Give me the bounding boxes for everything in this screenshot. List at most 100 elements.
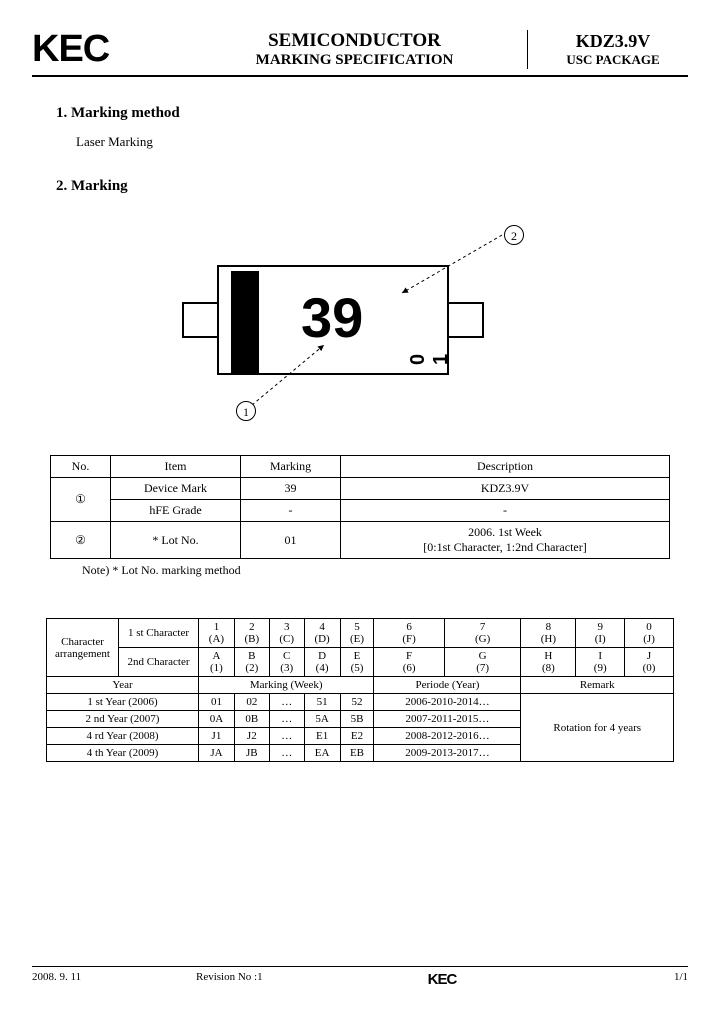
table-note: Note) * Lot No. marking method xyxy=(82,563,688,578)
component-lead-right xyxy=(448,302,484,338)
c: 3 (C) xyxy=(269,619,304,648)
package-name: USC PACKAGE xyxy=(538,52,688,68)
cell-item: * Lot No. xyxy=(111,522,241,559)
cell-item: hFE Grade xyxy=(111,500,241,522)
footer: 2008. 9. 11 Revision No :1 KEC 1/1 xyxy=(32,966,688,988)
col-item: Item xyxy=(111,456,241,478)
c: 8 (H) xyxy=(521,619,576,648)
footer-date: 2008. 9. 11 xyxy=(32,971,196,988)
m: 02 xyxy=(234,694,269,711)
footer-revision: Revision No :1 xyxy=(196,971,360,988)
c: 9 (I) xyxy=(576,619,625,648)
c: A (1) xyxy=(199,648,235,677)
footer-page: 1/1 xyxy=(524,971,688,988)
m: 5B xyxy=(340,711,374,728)
m: 5A xyxy=(304,711,340,728)
m: E1 xyxy=(304,728,340,745)
character-table: Character arrangement 1 st Character 1 (… xyxy=(46,618,674,762)
period: 2008-2012-2016… xyxy=(374,728,521,745)
c: I (9) xyxy=(576,648,625,677)
c: 1 (A) xyxy=(199,619,235,648)
hdr-remark: Remark xyxy=(521,677,674,694)
char-arr-label: Character arrangement xyxy=(47,619,119,677)
part-number: KDZ3.9V xyxy=(538,31,688,52)
year-label: 4 th Year (2009) xyxy=(47,745,199,762)
c: F (6) xyxy=(374,648,444,677)
callout-arrow-2 xyxy=(372,225,522,305)
c: 5 (E) xyxy=(340,619,374,648)
cell-marking: 39 xyxy=(241,478,341,500)
m: 51 xyxy=(304,694,340,711)
marking-table: No. Item Marking Description ① Device Ma… xyxy=(50,455,670,559)
section-2-title: 2. Marking xyxy=(56,178,688,195)
title-sub: MARKING SPECIFICATION xyxy=(192,52,517,69)
c: E (5) xyxy=(340,648,374,677)
table-row: ② * Lot No. 01 2006. 1st Week [0:1st Cha… xyxy=(51,522,670,559)
m: E2 xyxy=(340,728,374,745)
lot-number-text: 0 1 xyxy=(407,325,453,365)
cell-no: ② xyxy=(51,522,111,559)
hdr-year: Year xyxy=(47,677,199,694)
section-1-title: 1. Marking method xyxy=(56,105,688,122)
callout-2: 2 xyxy=(504,225,524,245)
m: EB xyxy=(340,745,374,762)
c: G (7) xyxy=(444,648,521,677)
m: … xyxy=(269,728,304,745)
col-desc: Description xyxy=(341,456,670,478)
m: 0A xyxy=(199,711,235,728)
table-row: 1 st Year (2006) 01 02 … 51 52 2006-2010… xyxy=(47,694,674,711)
table-row: hFE Grade - - xyxy=(51,500,670,522)
cell-no: ① xyxy=(51,478,111,522)
c: B (2) xyxy=(234,648,269,677)
m: … xyxy=(269,745,304,762)
m: J1 xyxy=(199,728,235,745)
cell-desc: KDZ3.9V xyxy=(341,478,670,500)
year-label: 2 nd Year (2007) xyxy=(47,711,199,728)
hdr-period: Periode (Year) xyxy=(374,677,521,694)
cell-desc: 2006. 1st Week [0:1st Character, 1:2nd C… xyxy=(341,522,670,559)
table-header-row: Year Marking (Week) Periode (Year) Remar… xyxy=(47,677,674,694)
logo: KEC xyxy=(32,28,182,71)
remark: Rotation for 4 years xyxy=(521,694,674,762)
hdr-marking: Marking (Week) xyxy=(199,677,374,694)
title-main: SEMICONDUCTOR xyxy=(192,30,517,52)
c: 7 (G) xyxy=(444,619,521,648)
table-row: 2nd Character A (1) B (2) C (3) D (4) E … xyxy=(47,648,674,677)
title-block: SEMICONDUCTOR MARKING SPECIFICATION xyxy=(182,30,528,69)
m: JB xyxy=(234,745,269,762)
callout-1: 1 xyxy=(236,401,256,421)
row-1st-label: 1 st Character xyxy=(119,619,199,648)
c: 2 (B) xyxy=(234,619,269,648)
m: J2 xyxy=(234,728,269,745)
marking-diagram: 39 0 1 1 2 xyxy=(32,225,688,435)
c: D (4) xyxy=(304,648,340,677)
header: KEC SEMICONDUCTOR MARKING SPECIFICATION … xyxy=(32,28,688,77)
period: 2009-2013-2017… xyxy=(374,745,521,762)
part-block: KDZ3.9V USC PACKAGE xyxy=(528,31,688,68)
c: C (3) xyxy=(269,648,304,677)
c: 4 (D) xyxy=(304,619,340,648)
cell-desc: - xyxy=(341,500,670,522)
m: 52 xyxy=(340,694,374,711)
m: JA xyxy=(199,745,235,762)
c: H (8) xyxy=(521,648,576,677)
cell-marking: 01 xyxy=(241,522,341,559)
m: 01 xyxy=(199,694,235,711)
cell-item: Device Mark xyxy=(111,478,241,500)
m: 0B xyxy=(234,711,269,728)
table-row: Character arrangement 1 st Character 1 (… xyxy=(47,619,674,648)
c: 0 (J) xyxy=(625,619,674,648)
footer-logo: KEC xyxy=(360,971,524,988)
col-no: No. xyxy=(51,456,111,478)
c: 6 (F) xyxy=(374,619,444,648)
c: J (0) xyxy=(625,648,674,677)
section-1-body: Laser Marking xyxy=(76,134,688,150)
m: … xyxy=(269,694,304,711)
m: EA xyxy=(304,745,340,762)
m: … xyxy=(269,711,304,728)
table-row: ① Device Mark 39 KDZ3.9V xyxy=(51,478,670,500)
period: 2007-2011-2015… xyxy=(374,711,521,728)
row-2nd-label: 2nd Character xyxy=(119,648,199,677)
component-lead-left xyxy=(182,302,218,338)
col-marking: Marking xyxy=(241,456,341,478)
